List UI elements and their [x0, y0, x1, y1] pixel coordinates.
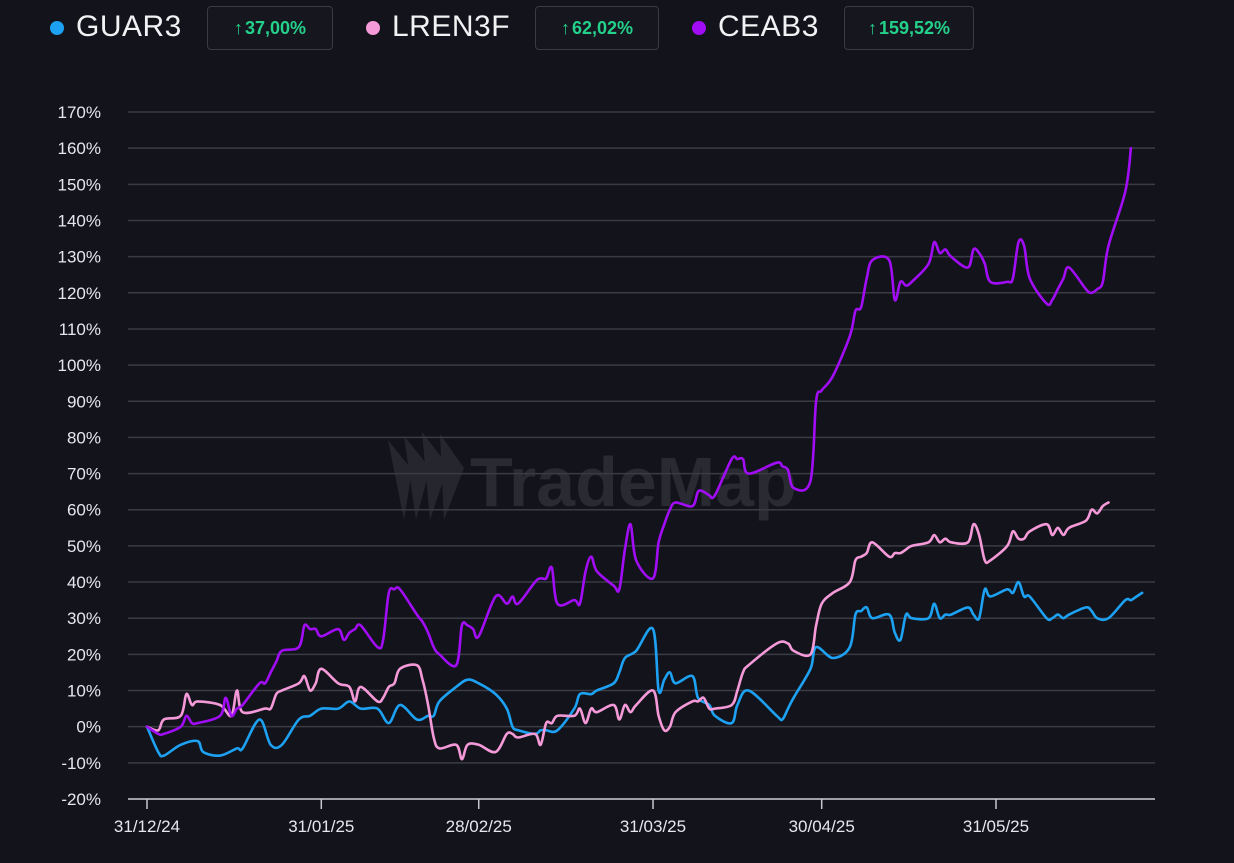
legend-change-guar3: 37,00% [244, 18, 307, 38]
series-line-ceab3[interactable] [145, 146, 1133, 737]
watermark-text: TradeMap [470, 443, 797, 521]
y-tick-label: -10% [61, 754, 101, 773]
y-tick-label: 50% [67, 537, 101, 556]
legend-ticker-lren3f: LREN3F [392, 10, 511, 43]
arrow-up-icon: ↑ [560, 18, 570, 38]
legend-ticker-ceab3: CEAB3 [718, 10, 819, 43]
y-tick-label: 120% [58, 284, 101, 303]
legend-change-lren3f: 62,02% [571, 18, 634, 38]
y-tick-label: 90% [67, 392, 101, 411]
y-tick-label: 10% [67, 682, 101, 701]
watermark: TradeMap [388, 432, 797, 521]
series-line-lren3f[interactable] [145, 501, 1110, 761]
legend: GUAR3 ↑ 37,00% LREN3F ↑ 62,02% CEAB3 ↑ 159,… [0, 0, 1234, 56]
legend-dot-lren3f [366, 21, 380, 35]
legend-change-ceab3: 159,52% [878, 18, 951, 38]
legend-dot-ceab3 [692, 21, 706, 35]
y-tick-label: 160% [58, 139, 101, 158]
legend-change-badge-ceab3: ↑ 159,52% [844, 6, 974, 50]
y-tick-label: 140% [58, 211, 101, 230]
x-axis: 31/12/24 31/01/25 28/02/25 31/03/25 30/04/25… [114, 798, 1155, 836]
y-tick-label: 70% [67, 465, 101, 484]
series-lines [145, 146, 1144, 761]
y-tick-label: 20% [67, 645, 101, 664]
x-tick-label: 31/03/25 [620, 817, 686, 836]
series-line-guar3[interactable] [145, 580, 1144, 758]
arrow-up-icon: ↑ [867, 18, 877, 38]
y-tick-label: 150% [58, 175, 101, 194]
x-tick-label: 31/01/25 [288, 817, 354, 836]
legend-dot-guar3 [50, 21, 64, 35]
y-tick-label: 110% [59, 320, 101, 339]
y-tick-label: 60% [67, 501, 101, 520]
y-tick-label: 30% [67, 609, 101, 628]
y-tick-label: 40% [67, 573, 101, 592]
y-tick-label: 100% [58, 356, 101, 375]
y-tick-label: 0% [76, 718, 101, 737]
y-axis: 170% 160% 150% 140% 130% 120% 110% 100% 90% 80% 70… [58, 103, 101, 809]
trademap-logo-icon [388, 432, 464, 520]
x-tick-label: 31/05/25 [963, 817, 1029, 836]
legend-change-badge-guar3: ↑ 37,00% [207, 6, 333, 50]
legend-change-badge-lren3f: ↑ 62,02% [535, 6, 659, 50]
arrow-up-icon: ↑ [233, 18, 243, 38]
x-tick-label: 28/02/25 [446, 817, 512, 836]
x-tick-label: 30/04/25 [789, 817, 855, 836]
legend-ticker-guar3: GUAR3 [76, 10, 182, 43]
y-tick-label: 130% [58, 248, 101, 267]
x-tick-label: 31/12/24 [114, 817, 180, 836]
grid [128, 111, 1155, 800]
y-tick-label: 170% [58, 103, 101, 122]
y-tick-label: 80% [67, 428, 101, 447]
y-tick-label: -20% [61, 790, 101, 809]
